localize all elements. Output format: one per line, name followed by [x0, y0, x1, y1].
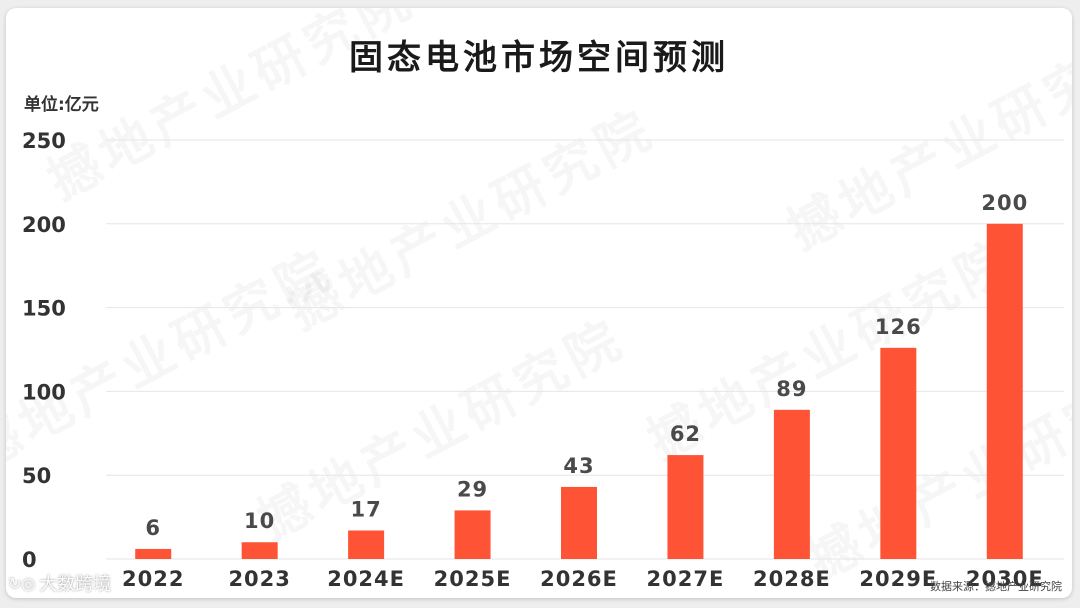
y-tick-label: 0 [22, 548, 37, 572]
source-note: 数据来源：撼地产业研究院 [930, 580, 1062, 593]
data-label: 6 [145, 516, 161, 540]
bar [241, 542, 278, 559]
data-label: 89 [776, 377, 807, 401]
y-tick-label: 150 [22, 297, 66, 321]
y-axis-ticks: 0 50 100 150 200 250 [22, 129, 66, 572]
bar [986, 223, 1023, 560]
bars [135, 223, 1023, 560]
x-tick-label: 2029E [859, 567, 937, 591]
y-tick-label: 250 [22, 129, 66, 153]
data-label: 43 [563, 454, 594, 478]
data-label: 126 [875, 315, 922, 339]
bar [667, 455, 704, 559]
data-label: 10 [244, 509, 275, 533]
x-tick-label: 2025E [434, 567, 512, 591]
data-label: 200 [981, 191, 1028, 215]
chart-title: 固态电池市场空间预测 [349, 38, 729, 78]
data-label: 29 [457, 477, 488, 501]
y-tick-label: 100 [22, 380, 66, 404]
bar [880, 347, 917, 559]
brand-logo-icon: ↻◎ [8, 573, 36, 593]
x-tick-label: 2027E [647, 567, 725, 591]
bar [135, 548, 172, 559]
data-label: 62 [670, 422, 701, 446]
x-tick-label: 2026E [540, 567, 618, 591]
data-label: 17 [350, 498, 381, 522]
brand-watermark: ↻◎ 大数跨境 [8, 570, 111, 596]
x-tick-label: 2023 [228, 567, 290, 591]
x-tick-label: 2022 [122, 567, 184, 591]
bar [348, 530, 385, 559]
chart-card: 撼地产业研究院 撼地产业研究院 撼地产业研究院 撼地产业研究院 撼地产业研究院 … [6, 8, 1072, 598]
bar [773, 409, 810, 559]
x-tick-label: 2030E [966, 567, 1044, 591]
bar [561, 486, 597, 559]
brand-name: 大数跨境 [39, 574, 112, 595]
x-tick-label: 2024E [327, 567, 405, 591]
data-labels: 6 10 17 29 43 62 89 126 200 [145, 191, 1028, 540]
x-tick-label: 2028E [753, 567, 831, 591]
bar-chart: 0 50 100 150 200 250 6 10 17 29 43 62 89 126 200 2022… [22, 129, 1064, 591]
y-tick-label: 200 [22, 213, 66, 237]
unit-label: 单位:亿元 [24, 95, 99, 115]
bar [454, 510, 491, 559]
y-tick-label: 50 [22, 464, 51, 488]
x-axis-ticks: 2022 2023 2024E 2025E 2026E 2027E 2028E 2029E 20… [122, 567, 1044, 591]
